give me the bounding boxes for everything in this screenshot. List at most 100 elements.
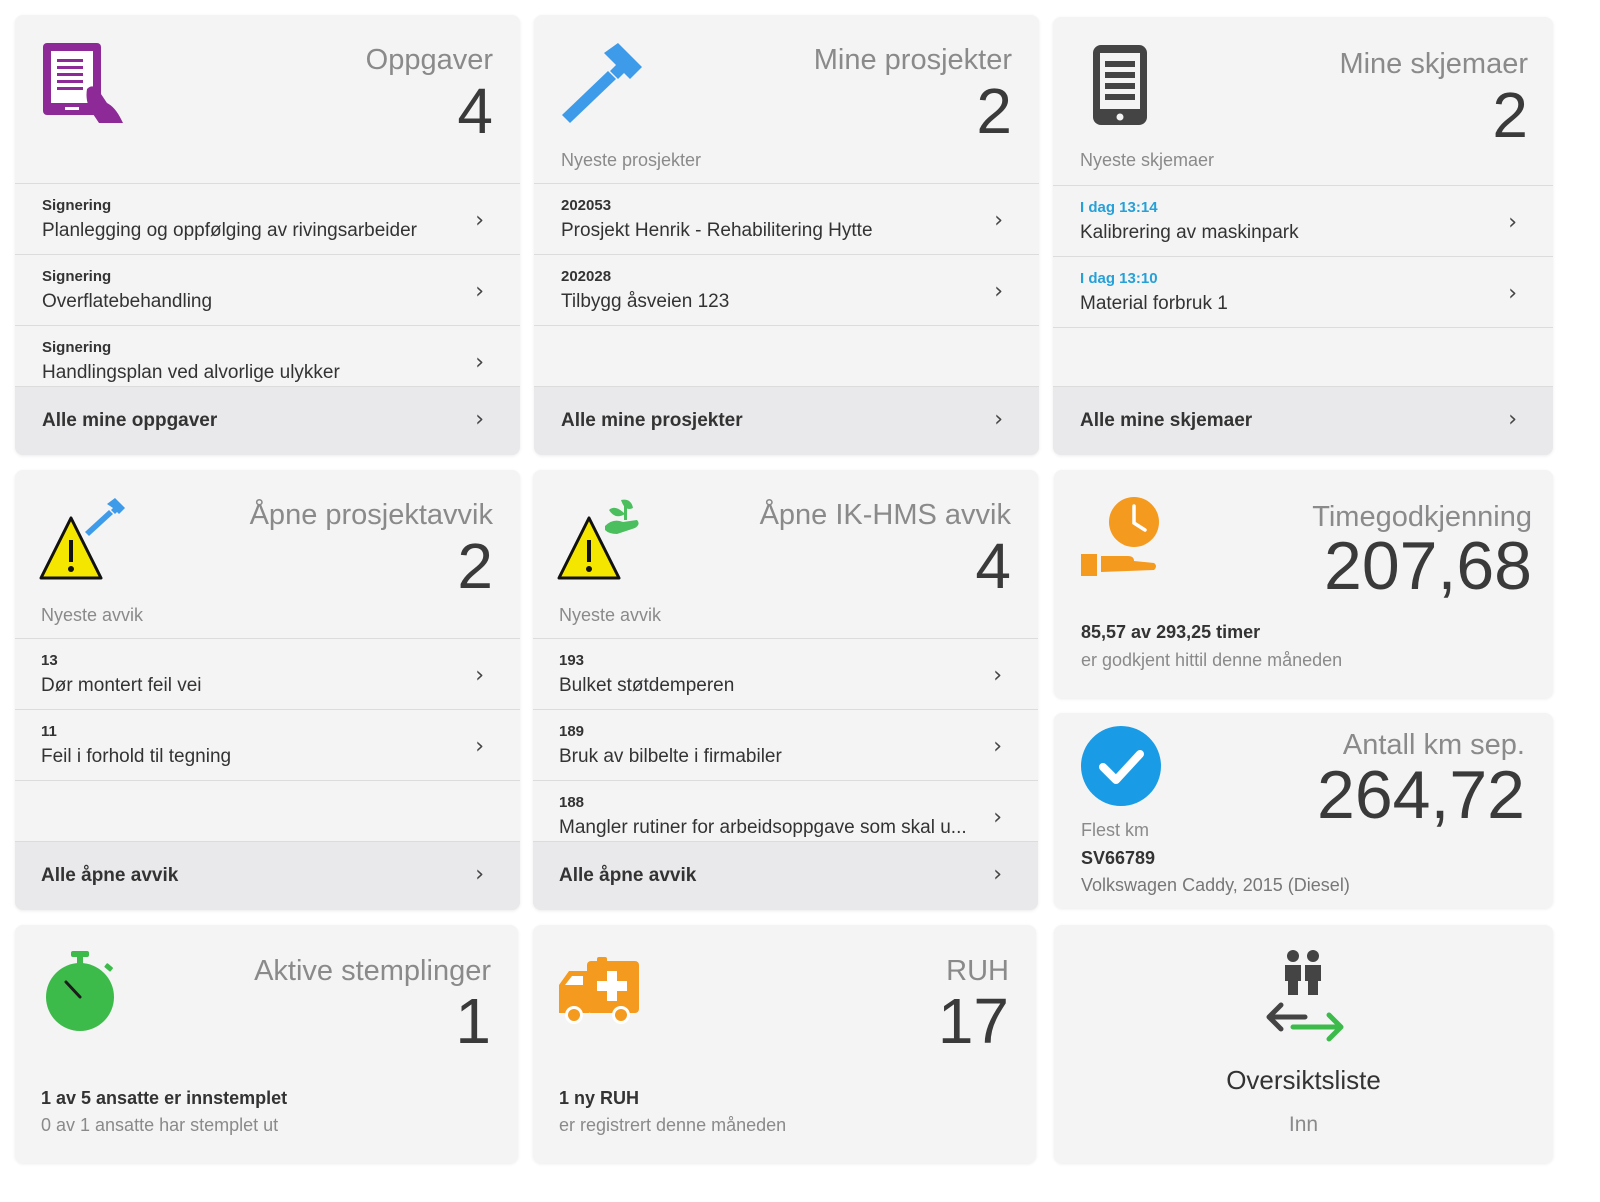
projects-card: Mine prosjekter 2 Nyeste prosjekter 2020… [534,15,1039,455]
item-key: 202028 [561,268,612,285]
chevron-right-icon: › [1508,407,1517,432]
list-item[interactable]: Signering Handlingsplan ved alvorlige ul… [15,325,520,396]
chevron-right-icon: › [475,734,484,759]
tasks-title: Oppgaver [365,44,493,76]
tablet-signing-icon [41,41,125,130]
item-value: Dør montert feil vei [41,675,202,696]
chevron-right-icon: › [993,734,1002,759]
footer-label: Alle åpne avvik [41,865,179,886]
time-approval-value: 207,68 [1324,528,1532,604]
projects-title: Mine prosjekter [813,44,1012,76]
list-item[interactable]: 188 Mangler rutiner for arbeidsoppgave s… [533,780,1038,851]
chevron-right-icon: › [475,208,484,233]
item-key: Signering [42,268,112,285]
item-value: Tilbygg åsveien 123 [561,291,730,312]
all-tasks-link[interactable]: Alle mine oppgaver › [15,386,520,455]
forms-title: Mine skjemaer [1339,48,1528,80]
ruh-card[interactable]: RUH 17 1 ny RUH er registrert denne måne… [533,925,1036,1163]
list-item[interactable]: Signering Overflatebehandling › [15,254,520,325]
item-value: Bulket støtdemperen [559,675,735,696]
stopwatch-icon [43,949,119,1038]
item-value: Planlegging og oppfølging av rivingsarbe… [42,220,417,241]
chevron-right-icon: › [475,663,484,688]
item-key: Signering [42,339,112,356]
forms-count: 2 [1492,79,1528,151]
chevron-right-icon: › [994,407,1003,432]
tasks-count: 4 [457,75,493,147]
item-key: 189 [559,723,585,740]
stamps-card[interactable]: Aktive stemplinger 1 1 av 5 ansatte er i… [15,925,518,1163]
item-value: Handlingsplan ved alvorlige ulykker [42,362,340,383]
footer-label: Alle åpne avvik [559,865,697,886]
forms-card: Mine skjemaer 2 Nyeste skjemaer I dag 13… [1053,17,1553,455]
item-value: Overflatebehandling [42,291,213,312]
project-deviations-count: 2 [457,530,493,602]
list-item[interactable]: 202028 Tilbygg åsveien 123 › [534,254,1039,326]
hms-deviations-card: Åpne IK-HMS avvik 4 Nyeste avvik 193 Bul… [533,470,1038,910]
chevron-right-icon: › [993,805,1002,830]
all-open-hms-deviations-link[interactable]: Alle åpne avvik › [533,841,1038,910]
stamps-out: 0 av 1 ansatte har stemplet ut [41,1115,279,1135]
km-plate: SV66789 [1081,848,1156,868]
list-item[interactable]: 189 Bruk av bilbelte i firmabiler › [533,709,1038,780]
chevron-right-icon: › [1508,281,1517,306]
hms-deviations-title: Åpne IK-HMS avvik [759,499,1011,531]
overview-subtitle: Inn [1288,1113,1319,1136]
time-approval-note: er godkjent hittil denne måneden [1081,650,1343,670]
item-value: Feil i forhold til tegning [41,746,232,767]
projects-count: 2 [976,75,1012,147]
project-deviations-subtitle: Nyeste avvik [41,605,144,625]
warning-hammer-icon [39,496,129,587]
list-item[interactable]: I dag 13:14 Kalibrering av maskinpark › [1053,185,1553,256]
time-approval-hours: 85,57 av 293,25 timer [1081,622,1261,642]
chevron-right-icon: › [994,208,1003,233]
chevron-right-icon: › [475,862,484,887]
chevron-right-icon: › [475,279,484,304]
list-item[interactable]: 202053 Prosjekt Henrik - Rehabilitering … [534,183,1039,254]
clock-hand-icon [1080,496,1164,585]
stamps-in: 1 av 5 ansatte er innstemplet [41,1088,288,1108]
tasks-card: Oppgaver 4 Signering Planlegging og oppf… [15,15,520,455]
km-label: Flest km [1081,820,1150,840]
footer-label: Alle mine prosjekter [561,410,743,431]
chevron-right-icon: › [475,350,484,375]
projects-subtitle: Nyeste prosjekter [561,150,702,170]
list-item[interactable]: Signering Planlegging og oppfølging av r… [15,183,520,254]
time-approval-card[interactable]: Timegodkjenning 207,68 85,57 av 293,25 t… [1054,470,1553,698]
km-value: 264,72 [1317,757,1525,833]
all-forms-link[interactable]: Alle mine skjemaer › [1053,386,1553,455]
footer-label: Alle mine oppgaver [42,410,218,431]
chevron-right-icon: › [993,663,1002,688]
stamps-count: 1 [455,985,491,1057]
item-value: Kalibrering av maskinpark [1080,222,1299,243]
list-item[interactable]: 11 Feil i forhold til tegning › [15,709,520,781]
item-key: 202053 [561,197,612,214]
all-open-deviations-link[interactable]: Alle åpne avvik › [15,841,520,910]
overview-card[interactable]: Oversiktsliste Inn [1054,925,1553,1163]
km-card[interactable]: Antall km sep. 264,72 Flest km SV66789 V… [1054,713,1553,908]
list-item[interactable]: 193 Bulket støtdemperen › [533,638,1038,709]
overview-title: Oversiktsliste [1226,1065,1381,1095]
item-time: I dag 13:10 [1080,270,1158,287]
list-item[interactable]: I dag 13:10 Material forbruk 1 › [1053,256,1553,328]
ruh-note: er registrert denne måneden [559,1115,787,1135]
footer-label: Alle mine skjemaer [1080,410,1253,431]
check-circle-icon [1080,725,1162,812]
item-value: Prosjekt Henrik - Rehabilitering Hytte [561,220,873,241]
ruh-title: RUH [946,955,1009,987]
project-deviations-card: Åpne prosjektavvik 2 Nyeste avvik 13 Dør… [15,470,520,910]
item-time: I dag 13:14 [1080,199,1158,216]
chevron-right-icon: › [993,862,1002,887]
time-approval-title: Timegodkjenning [1312,501,1532,533]
ruh-count: 17 [937,985,1009,1057]
all-projects-link[interactable]: Alle mine prosjekter › [534,386,1039,455]
warning-plant-icon [557,496,647,587]
list-item[interactable]: 13 Dør montert feil vei › [15,638,520,709]
stamps-title: Aktive stemplinger [254,955,491,987]
item-key: 193 [559,652,585,669]
item-key: 188 [559,794,585,811]
item-key: 11 [41,723,57,740]
km-title: Antall km sep. [1342,729,1525,761]
project-deviations-title: Åpne prosjektavvik [249,499,493,531]
hms-deviations-subtitle: Nyeste avvik [559,605,662,625]
